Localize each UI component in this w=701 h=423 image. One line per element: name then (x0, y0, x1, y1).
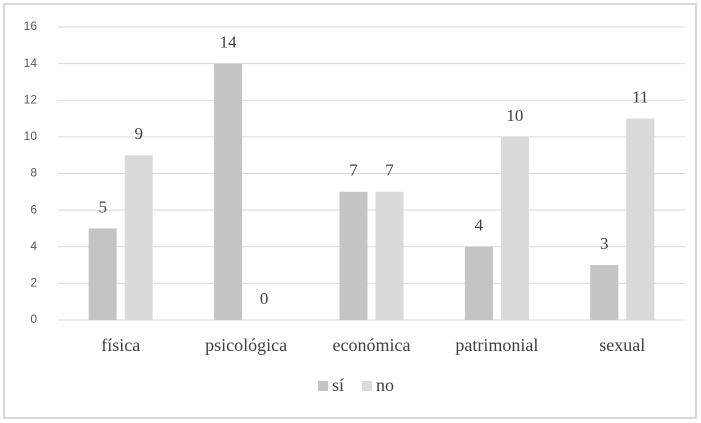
data-label: 4 (475, 216, 484, 235)
x-tick-label: sexual (599, 335, 645, 355)
bar (626, 118, 655, 320)
y-tick-label: 0 (30, 312, 37, 326)
legend-swatch (362, 381, 372, 391)
x-tick-label: física (101, 335, 140, 355)
data-label: 3 (600, 234, 609, 253)
data-label: 14 (220, 33, 238, 52)
bar (124, 155, 153, 320)
y-tick-label: 8 (30, 166, 37, 180)
data-label: 9 (134, 124, 143, 143)
bar (339, 191, 368, 320)
y-tick-label: 12 (24, 92, 38, 106)
x-tick-label: económica (333, 335, 411, 355)
y-tick-label: 6 (30, 202, 37, 216)
y-tick-label: 2 (30, 276, 37, 290)
y-tick-label: 4 (30, 239, 37, 253)
y-tick-label: 14 (24, 56, 38, 70)
data-label: 7 (385, 161, 394, 180)
bar (375, 191, 404, 320)
legend-label: sí (332, 375, 344, 395)
bar (464, 246, 493, 320)
y-tick-label: 16 (24, 19, 38, 33)
data-label: 0 (260, 289, 269, 308)
bar (214, 63, 243, 320)
x-tick-label: patrimonial (455, 335, 538, 355)
x-tick-label: psicológica (205, 335, 287, 355)
bar (88, 228, 117, 320)
legend-swatch (318, 381, 328, 391)
legend-label: no (376, 375, 394, 395)
data-label: 11 (632, 87, 648, 106)
bar (500, 136, 529, 320)
y-tick-label: 10 (24, 129, 38, 143)
data-label: 5 (98, 197, 107, 216)
data-label: 7 (349, 161, 358, 180)
bar (590, 265, 619, 320)
data-label: 10 (506, 106, 523, 125)
